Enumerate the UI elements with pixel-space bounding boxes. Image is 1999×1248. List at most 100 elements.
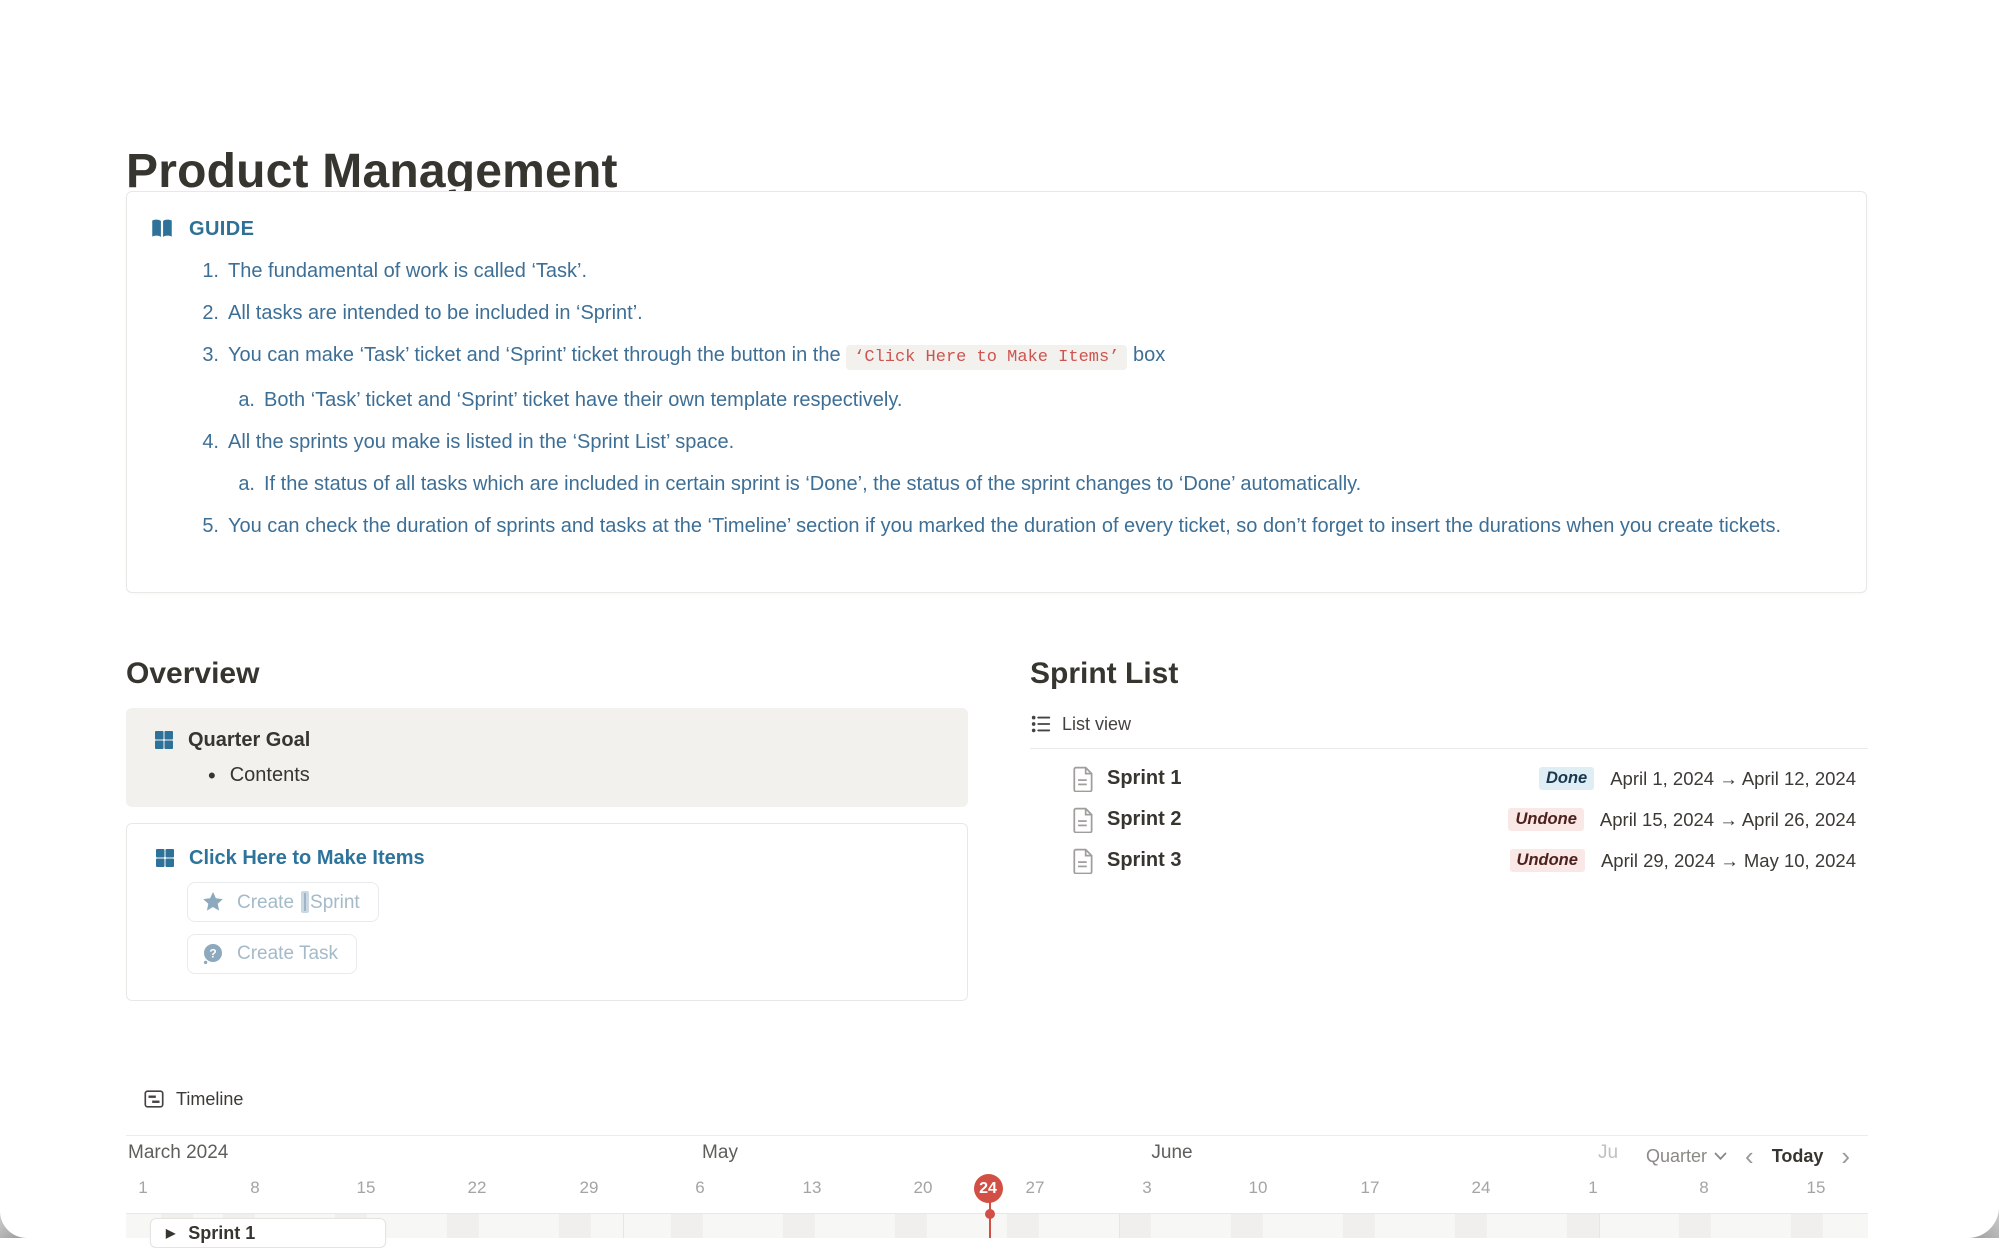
sprint-dates: April 1, 2024 → April 12, 2024: [1610, 767, 1856, 789]
next-period-button[interactable]: ›: [1841, 1141, 1851, 1171]
today-marker: 24: [973, 1174, 1003, 1203]
guide-item: 1. The fundamental of work is called ‘Tas…: [127, 255, 1866, 287]
month-boundary-line: [1599, 1214, 1600, 1238]
sprint-rows: Sprint 1 Done April 1, 2024 → April 12, 20…: [1030, 758, 1868, 881]
guide-item-number: a.: [238, 473, 255, 495]
sprint-name: Sprint 3: [1107, 849, 1182, 871]
sprint-row[interactable]: Sprint 2 Undone April 15, 2024 → April 26,…: [1030, 799, 1868, 840]
zoom-level-dropdown[interactable]: Quarter: [1646, 1146, 1727, 1167]
create-sprint-label: Create Sprint: [237, 890, 360, 913]
grid-icon: [152, 728, 176, 752]
screen-corner-left: [0, 1211, 36, 1238]
timeline-date-tick: 15: [1806, 1178, 1826, 1197]
divider: [126, 1135, 1868, 1136]
guide-item-number: a.: [238, 389, 255, 411]
timeline-date-tick: 15: [356, 1178, 376, 1197]
guide-callout: GUIDE 1. The fundamental of work is calle…: [126, 191, 1867, 593]
today-line: [989, 1200, 991, 1238]
quarter-goal-card: Quarter Goal • Contents: [126, 708, 968, 807]
timeline-date-tick: 8: [250, 1178, 260, 1197]
timeline-month-label: Ju: [1598, 1142, 1619, 1163]
sprint-list-heading: Sprint List: [1030, 657, 1179, 690]
sprint-row[interactable]: Sprint 1 Done April 1, 2024 → April 12, 20…: [1030, 758, 1868, 799]
guide-item-number: 4.: [202, 431, 219, 453]
timeline-date-tick: 1: [1588, 1178, 1598, 1197]
text-cursor: [301, 890, 310, 913]
timeline-sprint-bar[interactable]: ▶ Sprint 1: [150, 1218, 386, 1248]
timeline-view-tab[interactable]: Timeline: [143, 1088, 243, 1110]
guide-item-text: You can check the duration of sprints an…: [228, 515, 1782, 537]
timeline-date-tick: 6: [695, 1178, 705, 1197]
timeline-date-tick: 22: [467, 1178, 487, 1197]
guide-label: GUIDE: [189, 217, 255, 240]
help-circle-icon: ?: [201, 942, 225, 966]
guide-item-text: The fundamental of work is called ‘Task’…: [228, 260, 588, 282]
guide-list: 1. The fundamental of work is called ‘Tas…: [127, 242, 1866, 542]
timeline-icon: [143, 1088, 165, 1110]
list-view-label: List view: [1062, 713, 1132, 734]
timeline-sprint-bar-label: Sprint 1: [188, 1222, 256, 1243]
grid-icon: [153, 846, 177, 870]
guide-header: GUIDE: [127, 192, 1866, 242]
page-icon: [1072, 766, 1095, 792]
quarter-goal-bullet-text: Contents: [229, 764, 310, 786]
timeline-date-tick: 3: [1142, 1178, 1152, 1197]
timeline-date-tick: 24: [1471, 1178, 1491, 1197]
page-icon: [1072, 807, 1095, 833]
sprint-name: Sprint 2: [1107, 808, 1182, 830]
guide-item-number: 1.: [202, 260, 219, 282]
sprint-dates: April 15, 2024 → April 26, 2024: [1599, 808, 1856, 830]
controls-fade: [1616, 1141, 1851, 1171]
timeline-month-label: May: [702, 1142, 738, 1163]
timeline-label: Timeline: [176, 1088, 244, 1109]
toggle-triangle-icon[interactable]: ▶: [166, 1226, 176, 1240]
today-button[interactable]: Today: [1771, 1145, 1824, 1166]
make-items-header: Click Here to Make Items: [153, 846, 947, 870]
guide-item-number: 5.: [202, 515, 219, 537]
timeline-controls: Quarter ‹ Today ›: [1594, 1141, 1851, 1171]
month-boundary-line: [623, 1214, 624, 1238]
overview-heading: Overview: [126, 657, 260, 690]
quarter-goal-bullet-item: • Contents: [152, 764, 948, 787]
timeline-date-tick: 27: [1025, 1178, 1045, 1197]
guide-item: 3. You can make ‘Task’ ticket and ‘Sprint…: [127, 339, 1866, 374]
today-line-dot: [985, 1209, 995, 1219]
sprint-name: Sprint 1: [1107, 767, 1182, 789]
timeline-month-label: June: [1151, 1142, 1193, 1163]
page-title: Product Management: [126, 145, 618, 199]
make-items-title[interactable]: Click Here to Make Items: [189, 846, 425, 869]
create-sprint-button[interactable]: Create Sprint: [187, 882, 379, 922]
timeline-date-tick: 13: [802, 1178, 822, 1197]
timeline-date-tick: 10: [1248, 1178, 1268, 1197]
svg-text:?: ?: [209, 947, 216, 961]
make-buttons: Create Sprint ? Create Task: [187, 882, 947, 974]
zoom-level-value: Quarter: [1646, 1145, 1708, 1166]
status-badge: Undone: [1508, 808, 1584, 831]
timeline-date-tick: 17: [1360, 1178, 1380, 1197]
guide-item-text: All the sprints you make is listed in th…: [228, 431, 735, 453]
page-icon: [1072, 848, 1095, 874]
timeline-grid-band: [126, 1213, 1868, 1238]
guide-item-text: All tasks are intended to be included in…: [228, 302, 643, 324]
sprint-row-meta: Undone April 15, 2024 → April 26, 2024: [1508, 808, 1856, 831]
guide-item-text: Both ‘Task’ ticket and ‘Sprint’ ticket h…: [264, 389, 903, 411]
sprint-row-meta: Done April 1, 2024 → April 12, 2024: [1538, 767, 1856, 790]
chevron-down-icon: [1714, 1152, 1727, 1161]
guide-item-text: If the status of all tasks which are inc…: [264, 473, 1362, 495]
timeline-date-tick: 1: [138, 1178, 148, 1197]
sprint-list-column: Sprint List List view Sprint 1 Done April …: [1030, 655, 1868, 881]
star-icon: [201, 890, 225, 914]
sprint-row[interactable]: Sprint 3 Undone April 29, 2024 → May 10, 2…: [1030, 840, 1868, 881]
status-badge: Undone: [1509, 849, 1585, 872]
create-task-button[interactable]: ? Create Task: [187, 934, 358, 974]
screen-corner-right: [1951, 1207, 1999, 1238]
list-view-tab[interactable]: List view: [1030, 713, 1131, 735]
sprint-row-meta: Undone April 29, 2024 → May 10, 2024: [1509, 849, 1856, 872]
inline-code: ‘Click Here to Make Items’: [846, 345, 1128, 370]
create-task-label: Create Task: [237, 943, 339, 964]
guide-item: 5. You can check the duration of sprints …: [127, 510, 1866, 542]
overview-column: Overview Quarter Goal • Contents Click H…: [126, 655, 968, 1001]
timeline-date-tick: 20: [913, 1178, 933, 1197]
make-items-card: Click Here to Make Items Create Sprint ? …: [126, 823, 968, 1001]
prev-period-button[interactable]: ‹: [1745, 1141, 1754, 1171]
